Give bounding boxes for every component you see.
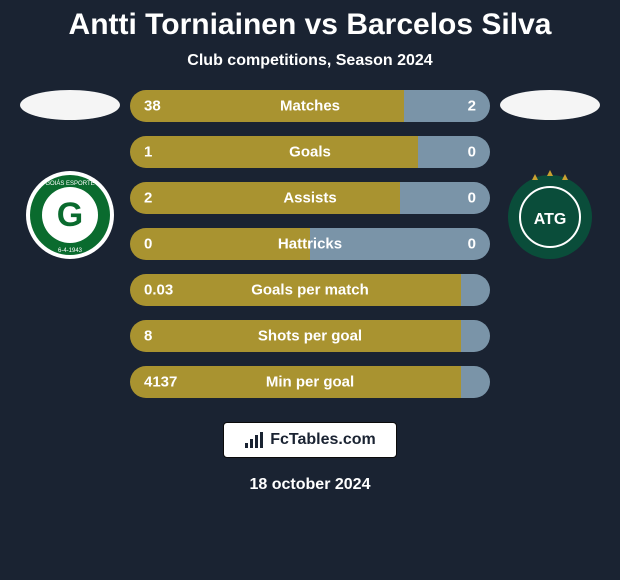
footer-brand-text: FcTables.com <box>270 431 376 449</box>
stat-label: Goals <box>289 144 331 161</box>
stat-bar-a <box>130 182 400 214</box>
svg-text:GOIÁS ESPORTE: GOIÁS ESPORTE <box>45 180 94 187</box>
stat-label: Goals per match <box>251 282 369 299</box>
stat-bar-a <box>130 90 404 122</box>
stat-value-a: 0 <box>144 236 152 253</box>
stat-bar-b <box>404 90 490 122</box>
svg-text:6-4-1943: 6-4-1943 <box>58 248 83 254</box>
stat-label: Hattricks <box>278 236 342 253</box>
player-b-silhouette <box>500 90 600 120</box>
club-a-badge: G GOIÁS ESPORTE 6-4-1943 <box>25 170 115 260</box>
stat-row: 2 0 Assists <box>130 182 490 214</box>
stat-value-a: 0.03 <box>144 282 173 299</box>
stat-value-b: 0 <box>468 236 476 253</box>
stat-label: Matches <box>280 98 340 115</box>
stat-row: 0 0 Hattricks <box>130 228 490 260</box>
stat-value-a: 8 <box>144 328 152 345</box>
stat-bar-b <box>461 320 490 352</box>
stat-row: 38 2 Matches <box>130 90 490 122</box>
page-subtitle: Club competitions, Season 2024 <box>187 52 432 70</box>
page-title: Antti Torniainen vs Barcelos Silva <box>69 8 552 42</box>
stat-row: 1 0 Goals <box>130 136 490 168</box>
stat-bar-b <box>418 136 490 168</box>
stat-label: Shots per goal <box>258 328 362 345</box>
stat-bar-a <box>130 136 418 168</box>
player-a-silhouette <box>20 90 120 120</box>
stat-value-a: 1 <box>144 144 152 161</box>
main-area: G GOIÁS ESPORTE 6-4-1943 38 2 Matches 1 0 Goa… <box>0 90 620 398</box>
stat-label: Assists <box>283 190 336 207</box>
club-a-logo-icon: G GOIÁS ESPORTE 6-4-1943 <box>25 170 115 260</box>
stat-value-a: 2 <box>144 190 152 207</box>
right-player-column: ATG <box>490 90 610 260</box>
stat-row: 0.03 Goals per match <box>130 274 490 306</box>
stat-value-b: 2 <box>468 98 476 115</box>
stat-bar-b <box>461 274 490 306</box>
stat-value-b: 0 <box>468 190 476 207</box>
stat-bar-b <box>400 182 490 214</box>
footer-brand-badge: FcTables.com <box>223 422 397 458</box>
infographic-container: Antti Torniainen vs Barcelos Silva Club … <box>0 0 620 580</box>
club-b-logo-icon: ATG <box>505 170 595 260</box>
stats-column: 38 2 Matches 1 0 Goals 2 0 Assists 0 0 Hattricks 0.0… <box>130 90 490 398</box>
svg-text:ATG: ATG <box>534 211 567 228</box>
stat-value-b: 0 <box>468 144 476 161</box>
club-b-badge: ATG <box>505 170 595 260</box>
stat-value-a: 4137 <box>144 374 177 391</box>
stat-row: 4137 Min per goal <box>130 366 490 398</box>
footer-date: 18 october 2024 <box>250 476 371 494</box>
bars-icon <box>244 431 264 449</box>
stat-value-a: 38 <box>144 98 161 115</box>
svg-text:G: G <box>57 196 83 234</box>
stat-bar-b <box>461 366 490 398</box>
left-player-column: G GOIÁS ESPORTE 6-4-1943 <box>10 90 130 260</box>
stat-row: 8 Shots per goal <box>130 320 490 352</box>
stat-label: Min per goal <box>266 374 354 391</box>
